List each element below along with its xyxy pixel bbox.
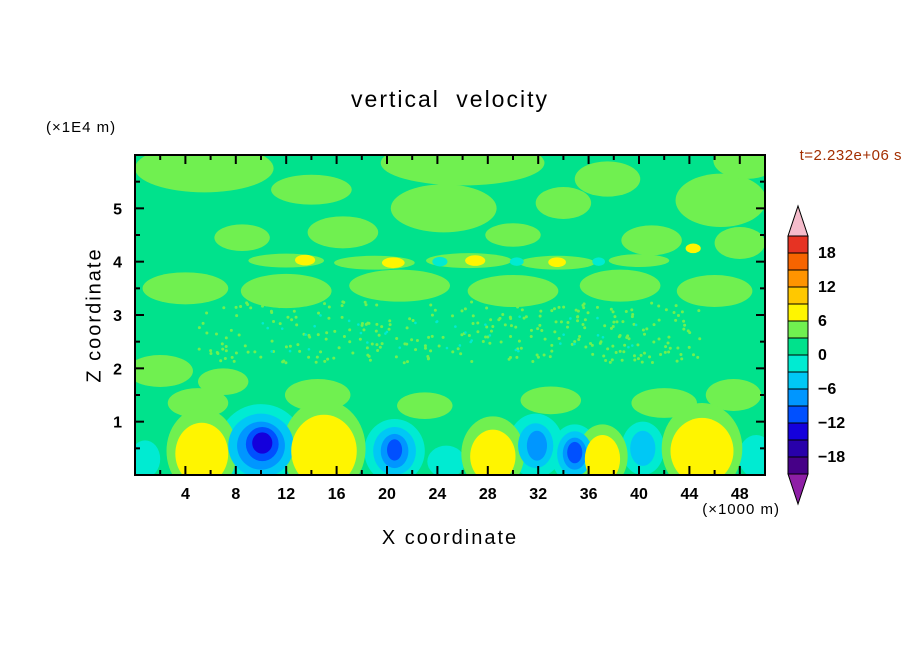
colorbar-segment <box>787 303 809 322</box>
contour-field <box>135 155 765 475</box>
colorbar-bottom-arrow <box>787 473 809 506</box>
colorbar-segment <box>787 269 809 288</box>
svg-text:36: 36 <box>580 486 598 503</box>
svg-text:40: 40 <box>630 486 648 503</box>
axis-ticks <box>135 155 765 475</box>
svg-text:4: 4 <box>113 255 122 272</box>
svg-text:12: 12 <box>277 486 295 503</box>
svg-text:2: 2 <box>113 361 122 378</box>
colorbar-segment <box>787 320 809 339</box>
x-tick-labels: 4 8 12 16 20 24 28 32 36 40 44 48 <box>181 486 749 503</box>
x-axis-title: X coordinate <box>381 527 519 549</box>
svg-text:20: 20 <box>378 486 396 503</box>
time-annotation: t=2.232e+06 s <box>799 147 902 164</box>
colorbar-segment <box>787 235 809 254</box>
colorbar-segment <box>787 405 809 424</box>
svg-text:48: 48 <box>731 486 749 503</box>
colorbar-segment <box>787 439 809 458</box>
svg-text:5: 5 <box>113 201 122 218</box>
svg-text:−6: −6 <box>818 381 836 398</box>
colorbar-segment <box>787 337 809 356</box>
y-axis-title: Z coordinate <box>83 247 106 383</box>
colorbar <box>787 204 809 506</box>
svg-text:8: 8 <box>231 486 240 503</box>
svg-text:6: 6 <box>818 313 827 330</box>
svg-text:28: 28 <box>479 486 497 503</box>
svg-text:1: 1 <box>113 415 122 432</box>
colorbar-segment <box>787 252 809 271</box>
svg-text:44: 44 <box>681 486 699 503</box>
svg-text:12: 12 <box>818 279 836 296</box>
chart-title: vertical velocity <box>351 86 549 112</box>
svg-text:4: 4 <box>181 486 190 503</box>
svg-text:0: 0 <box>818 347 827 364</box>
svg-text:18: 18 <box>818 245 836 262</box>
colorbar-segment <box>787 354 809 373</box>
svg-text:−18: −18 <box>818 449 845 466</box>
colorbar-segment <box>787 371 809 390</box>
svg-text:24: 24 <box>429 486 447 503</box>
colorbar-labels: 18 12 6 0 −6 −12 −18 <box>818 245 845 466</box>
x-axis-unit-label: (×1000 m) <box>702 501 780 518</box>
svg-text:16: 16 <box>328 486 346 503</box>
y-tick-labels: 1 2 3 4 5 <box>113 201 122 431</box>
colorbar-segment <box>787 388 809 407</box>
colorbar-segment <box>787 422 809 441</box>
svg-text:3: 3 <box>113 308 122 325</box>
colorbar-top-arrow <box>787 204 809 237</box>
colorbar-segment <box>787 286 809 305</box>
svg-text:32: 32 <box>529 486 547 503</box>
colorbar-segment <box>787 456 809 475</box>
svg-text:−12: −12 <box>818 415 845 432</box>
y-axis-unit-label: (×1E4 m) <box>46 119 117 136</box>
